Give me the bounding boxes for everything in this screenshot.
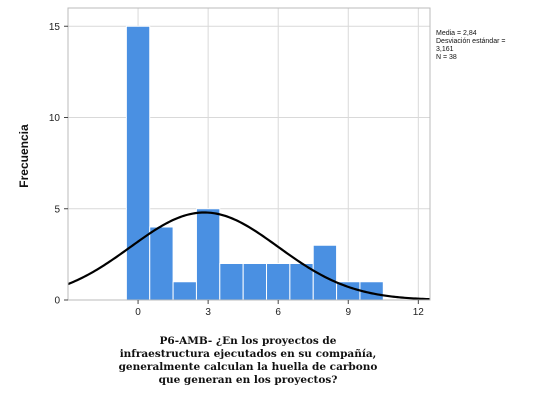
- x-tick-label: 6: [275, 307, 281, 318]
- y-tick-label: 0: [54, 296, 60, 307]
- bars: [125, 25, 384, 301]
- stats-line: Media = 2,84: [436, 30, 477, 37]
- histogram-bar: [149, 226, 174, 301]
- x-tick-label: 12: [413, 307, 425, 318]
- plot-area: [68, 8, 430, 300]
- plot-frame: [67, 7, 431, 301]
- histogram-bar: [125, 25, 151, 301]
- stats-line: Desviación estándar =: [436, 38, 505, 45]
- x-tick-label: 0: [135, 307, 141, 318]
- y-tick-label: 15: [49, 22, 61, 33]
- x-axis-ticks: 0 3 6 9 12: [135, 300, 424, 318]
- histogram-bar: [266, 263, 291, 301]
- y-axis-label: Frecuencia: [17, 124, 31, 188]
- histogram-bar: [242, 263, 268, 301]
- histogram-bar: [219, 263, 244, 301]
- x-axis-title-line: infraestructura ejecutados en su compañí…: [120, 348, 377, 360]
- normal-curve: [67, 211, 431, 301]
- x-axis-title: P6-AMB- ¿En los proyectos de infraestruc…: [119, 335, 378, 386]
- x-axis-title-line: generalmente calculan la huella de carbo…: [119, 361, 378, 373]
- x-tick-label: 9: [345, 307, 351, 318]
- stats-line: N = 38: [436, 54, 457, 61]
- y-tick-label: 10: [49, 113, 61, 124]
- x-axis-title-line: que generan en los proyectos?: [159, 374, 338, 386]
- histogram-bar: [172, 281, 197, 301]
- stats-box: Media = 2,84 Desviación estándar = 3,161…: [436, 30, 505, 61]
- x-tick-label: 3: [205, 307, 211, 318]
- x-axis-title-line: P6-AMB- ¿En los proyectos de: [160, 335, 337, 347]
- stats-line: 3,161: [436, 46, 454, 53]
- y-tick-label: 5: [54, 204, 60, 215]
- histogram-bar: [195, 208, 221, 301]
- y-axis-ticks: 0 5 10 15: [49, 22, 68, 307]
